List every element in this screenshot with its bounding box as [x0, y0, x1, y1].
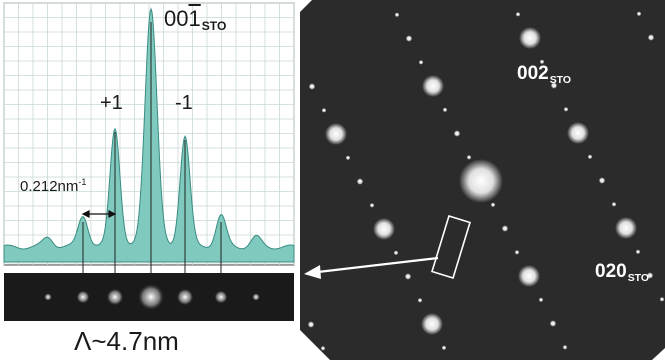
peak-main-label-base: 00: [164, 6, 189, 31]
satellite-spot: [539, 59, 545, 65]
satellite-spot: [308, 83, 316, 90]
satellite-spot: [563, 107, 569, 112]
spacing-label: 0.212nm-1: [20, 177, 87, 195]
satellite-spot: [442, 107, 448, 113]
peak-main-label: 001STO: [164, 6, 227, 34]
satellite-spot: [404, 273, 412, 280]
label-020: 020STO: [595, 262, 649, 284]
satellite-spot: [501, 225, 509, 232]
lattice-spot: [421, 313, 443, 335]
satellite-spot: [369, 203, 375, 208]
satellite-spot: [321, 108, 327, 113]
label-020-base: 020: [595, 261, 627, 282]
satellite-spot: [550, 82, 558, 89]
intensity-profile-curve: [3, 7, 295, 263]
spacing-arrow: [81, 210, 117, 218]
diffraction-spots: [307, 11, 665, 351]
peak-minus-label: -1: [175, 92, 193, 114]
label-020-sub: STO: [627, 272, 649, 284]
label-002: 002STO: [517, 64, 571, 86]
spacing-label-sup: -1: [78, 177, 87, 187]
satellite-spot: [320, 346, 326, 351]
satellite-spot: [515, 12, 521, 17]
satellite-spot: [636, 11, 642, 17]
satellite-spot: [441, 345, 447, 351]
satellite-spot: [514, 250, 520, 255]
satellite-spot: [611, 202, 617, 207]
satellite-spot: [393, 250, 399, 256]
satellite-spot: [647, 34, 655, 41]
satellite-spot: [562, 345, 568, 350]
diffraction-pattern: [300, 0, 665, 360]
lattice-spot: [567, 122, 589, 144]
satellite-spot: [587, 154, 593, 160]
central-beam-spot: [459, 159, 503, 203]
label-002-base: 002: [517, 63, 549, 84]
lattice-spot: [519, 27, 541, 49]
highlight-box: [431, 215, 471, 279]
satellite-spot: [490, 202, 496, 208]
satellite-spot: [659, 297, 665, 302]
satellite-spot: [646, 272, 654, 279]
lattice-spot: [615, 217, 637, 239]
satellite-spot: [453, 130, 461, 137]
satellite-spot: [598, 177, 606, 184]
satellite-spot: [417, 298, 423, 303]
satellite-spot: [356, 178, 364, 185]
satellite-spot: [418, 60, 424, 65]
peak-main-label-sub: STO: [201, 19, 227, 34]
satellite-spot: [538, 297, 544, 303]
satellite-spot: [307, 321, 315, 328]
intensity-profile-panel: [3, 2, 295, 292]
lattice-spot: [518, 265, 540, 287]
lattice-spot: [422, 75, 444, 97]
spacing-label-base: 0.212nm: [20, 178, 79, 195]
peak-main-label-bar-digit: 1: [188, 6, 201, 31]
label-002-sub: STO: [549, 74, 571, 86]
satellite-spot: [466, 155, 472, 160]
satellite-spot: [635, 249, 641, 255]
peak-plus-label: +1: [100, 92, 123, 114]
period-label: Λ~4.7nm: [74, 326, 179, 356]
lattice-spot: [325, 123, 347, 145]
satellite-spot: [405, 35, 413, 42]
satellite-strip: [4, 273, 294, 321]
satellite-spot: [345, 155, 351, 161]
satellite-spot: [549, 320, 557, 327]
lattice-spot: [373, 218, 395, 240]
connecting-arrow: [304, 256, 439, 279]
satellite-spot: [394, 12, 400, 18]
